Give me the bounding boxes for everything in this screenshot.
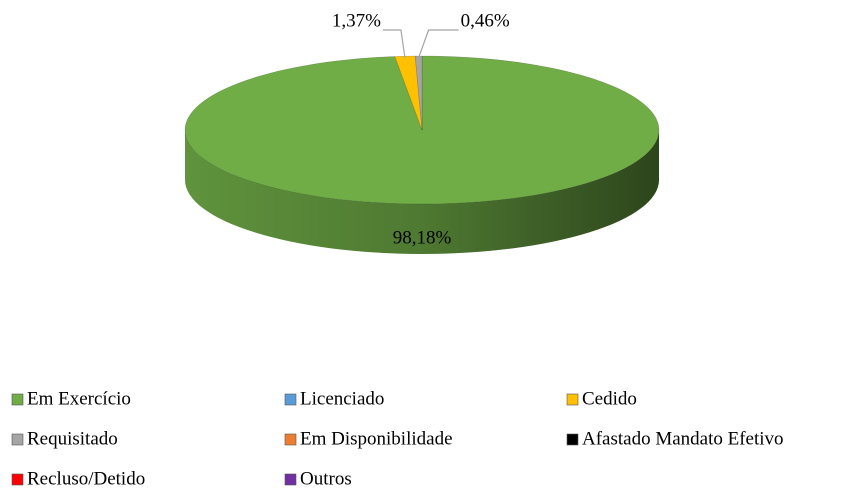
data-label: 0,46% xyxy=(461,10,510,31)
legend-label: Requisitado xyxy=(27,428,118,449)
pie-slice xyxy=(184,55,660,205)
legend-label: Em Exercício xyxy=(27,388,131,409)
legend-swatch xyxy=(566,433,579,446)
pie-slice xyxy=(414,55,423,131)
legend-swatch xyxy=(284,393,297,406)
legend-label: Recluso/Detido xyxy=(27,468,145,489)
leader-line xyxy=(382,29,406,59)
legend-swatch xyxy=(11,433,24,446)
pie-side-shade xyxy=(185,130,659,254)
data-label: 98,18% xyxy=(393,227,452,248)
legend-label: Outros xyxy=(300,468,352,489)
legend-swatch xyxy=(284,433,297,446)
legend-swatch xyxy=(284,473,297,486)
legend-swatch xyxy=(11,473,24,486)
legend-label: Em Disponibilidade xyxy=(300,428,453,449)
legend-label: Cedido xyxy=(582,388,637,409)
legend-swatch xyxy=(11,393,24,406)
leader-line xyxy=(418,29,459,59)
data-label: 1,37% xyxy=(332,10,381,31)
legend-label: Licenciado xyxy=(300,388,384,409)
legend-swatch xyxy=(566,393,579,406)
legend-label: Afastado Mandato Efetivo xyxy=(582,428,784,449)
